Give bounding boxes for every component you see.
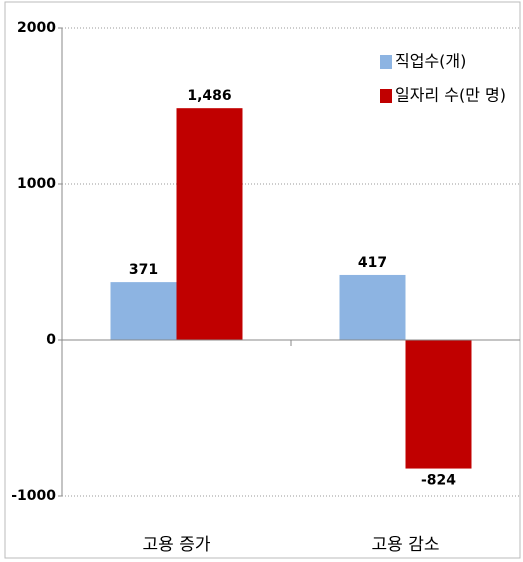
value-label: -824 <box>421 473 456 489</box>
frame <box>4 1 521 559</box>
legend-swatch <box>380 89 392 103</box>
bar <box>110 282 177 340</box>
y-tick-label: 2000 <box>17 20 56 36</box>
value-label: 1,486 <box>187 88 231 104</box>
bar <box>339 274 406 340</box>
value-label: 371 <box>129 262 158 278</box>
y-tick-label: 0 <box>46 332 56 348</box>
bar <box>176 108 243 341</box>
y-tick-label: -1000 <box>11 488 56 504</box>
y-tick-label: 1000 <box>17 176 56 192</box>
legend-swatch <box>380 55 392 69</box>
legend-label: 일자리 수(만 명) <box>395 86 506 105</box>
x-tick-label: 고용 증가 <box>143 535 211 555</box>
bar <box>405 340 472 469</box>
value-label: 417 <box>358 255 387 271</box>
x-tick-label: 고용 감소 <box>372 535 440 555</box>
legend-label: 직업수(개) <box>395 52 466 71</box>
